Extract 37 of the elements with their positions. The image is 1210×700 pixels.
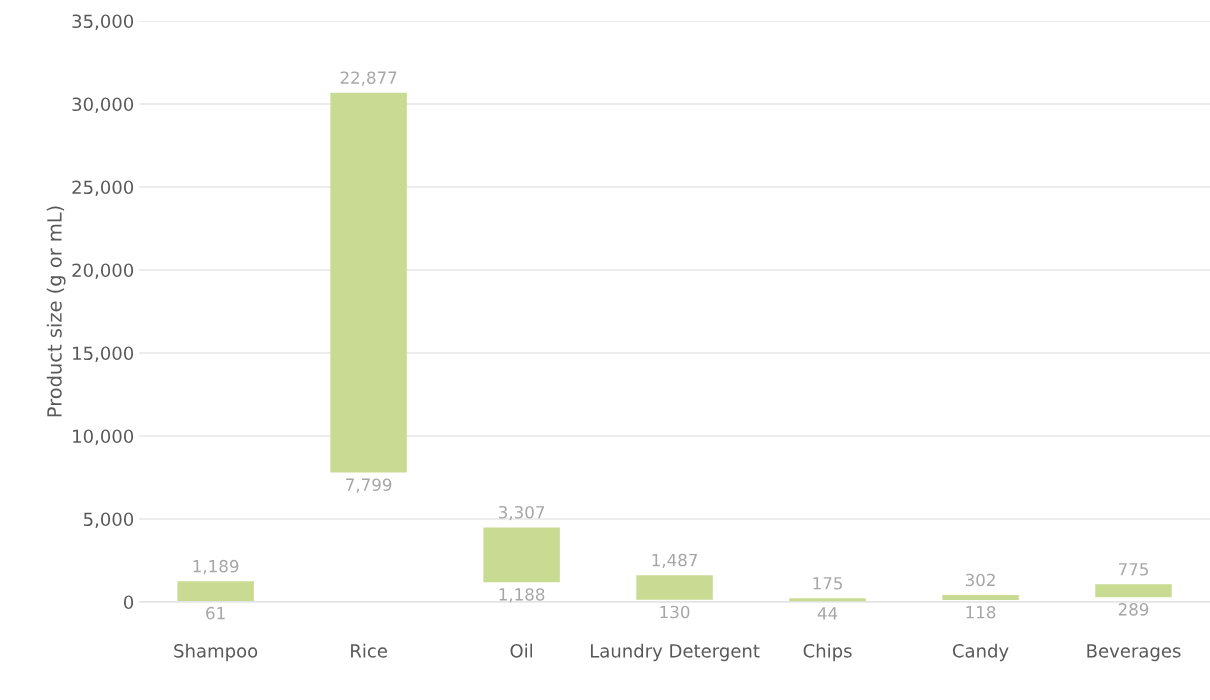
annotation: 289	[1118, 603, 1149, 616]
y-axis-title: Product size (g or mL)	[46, 206, 66, 417]
y-tick-label: 25,000	[72, 180, 134, 196]
annotation: 130	[660, 605, 690, 619]
y-tick-label: 20,000	[72, 263, 134, 279]
annotation: 118	[966, 605, 996, 619]
annotation: 61	[206, 606, 225, 620]
x-tick-label: Rice	[351, 643, 387, 658]
bar	[636, 575, 713, 600]
data-label: 175	[813, 577, 842, 590]
annotation: 44	[817, 607, 838, 620]
bar	[942, 595, 1019, 601]
y-tick-label: 35,000	[72, 14, 134, 30]
x-tick-label: Candy	[952, 643, 1009, 662]
y-tick-label: 30,000	[72, 97, 134, 113]
data-label: 22,877	[340, 71, 397, 86]
data-label: 1,189	[193, 559, 239, 575]
x-tick-label: Oil	[510, 643, 533, 658]
annotation: 7,799	[346, 478, 392, 493]
data-label: 775	[1118, 563, 1148, 576]
x-tick-label: Laundry Detergent	[590, 643, 760, 662]
data-label: 1,487	[652, 553, 698, 569]
x-tick-label: Chips	[803, 643, 852, 662]
bar	[789, 598, 866, 602]
bar	[483, 527, 560, 583]
y-tick-label: 15,000	[73, 346, 134, 362]
data-label: 3,307	[499, 505, 545, 521]
x-tick-label: Shampoo	[174, 643, 258, 662]
annotation: 1,188	[499, 588, 545, 603]
bar	[330, 92, 407, 473]
x-tick-label: Beverages	[1087, 644, 1181, 662]
y-tick-label: 10,000	[73, 429, 134, 445]
y-tick-label: 5,000	[83, 512, 134, 528]
data-label: 302	[965, 573, 995, 587]
bar	[177, 581, 254, 601]
y-tick-label: 0	[123, 595, 134, 610]
bar	[1095, 584, 1172, 598]
